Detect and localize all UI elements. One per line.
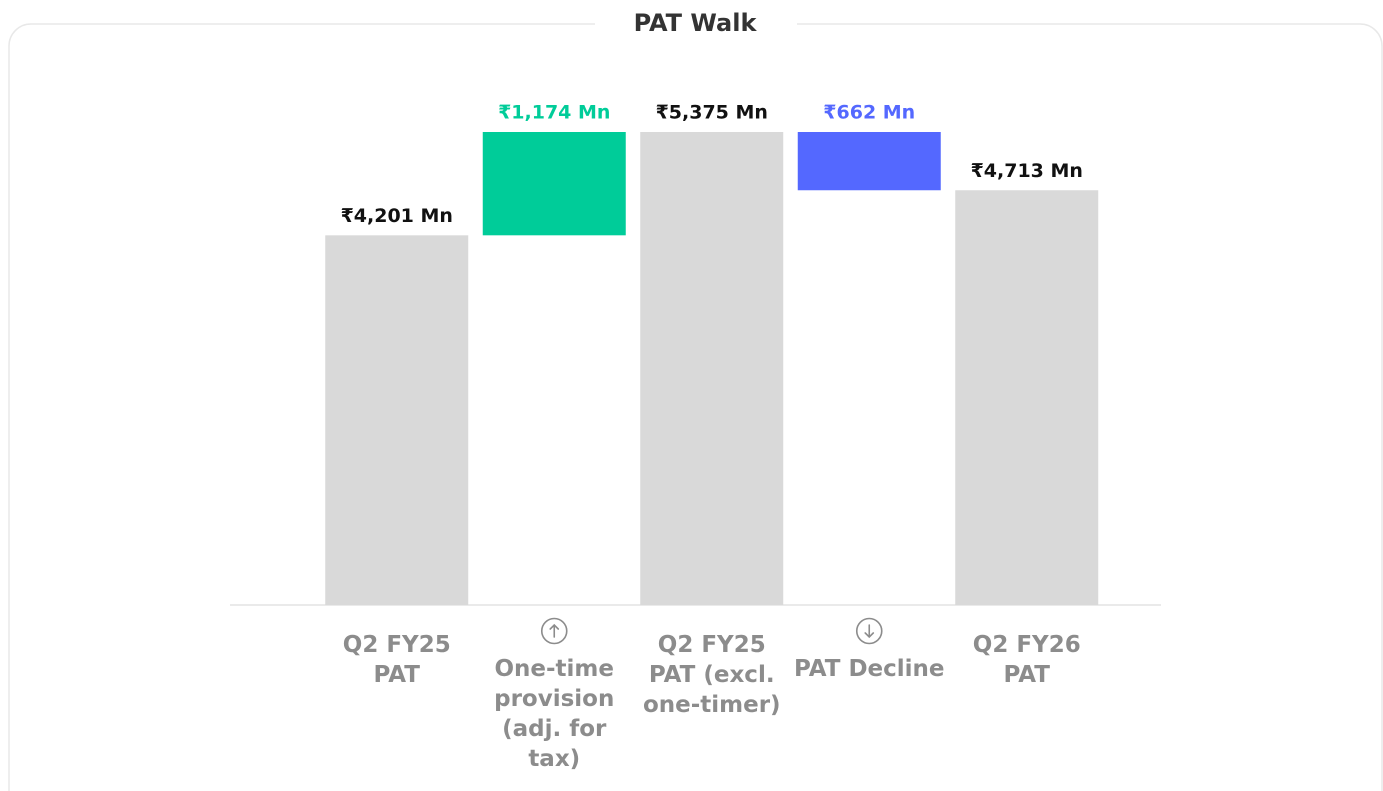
bar [325, 235, 469, 605]
bar [482, 132, 626, 236]
bar [640, 132, 784, 605]
x-tick-label: One-time provision (adj. for tax) [494, 656, 615, 772]
value-label: ₹4,201 Mn [341, 205, 453, 227]
x-tick-label: Q2 FY26 PAT [972, 632, 1081, 688]
value-label: ₹1,174 Mn [498, 102, 610, 124]
bar [797, 132, 941, 191]
direction-arrow [864, 624, 875, 639]
x-tick-label: Q2 FY25 PAT (excl. one-timer) [642, 632, 781, 718]
title-gap [595, 10, 797, 40]
direction-arrow [549, 623, 560, 638]
value-label: ₹4,713 Mn [971, 160, 1083, 182]
direction-icon [540, 617, 568, 645]
x-tick-label: Q2 FY25 PAT [342, 632, 451, 688]
x-tick-label: PAT Decline [793, 656, 945, 682]
bar [955, 190, 1099, 606]
chart-title: PAT Walk [634, 9, 758, 37]
value-label: ₹5,375 Mn [656, 102, 768, 124]
value-label: ₹662 Mn [823, 102, 915, 124]
direction-icon [855, 617, 883, 645]
